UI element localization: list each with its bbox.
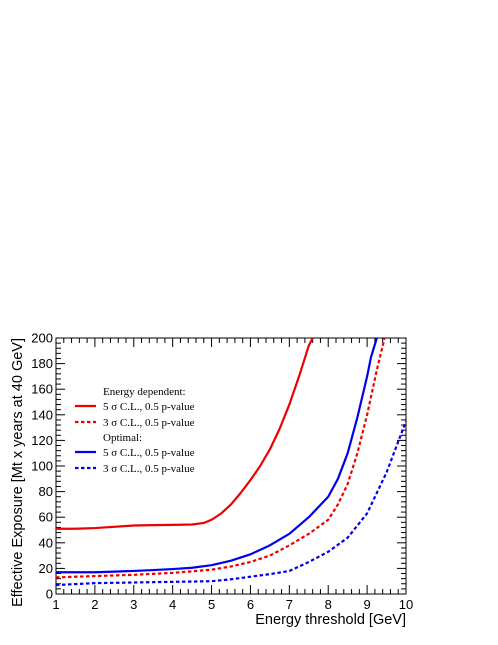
x-tick-label: 5 [208, 597, 215, 612]
y-tick-label: 200 [31, 331, 53, 346]
series-layer [56, 338, 406, 587]
x-tick-label: 9 [363, 597, 370, 612]
y-tick-label: 0 [46, 587, 53, 602]
axis-ticks [55, 337, 407, 595]
y-tick-label: 180 [31, 356, 53, 371]
x-tick-label: 2 [91, 597, 98, 612]
legend-label: 5 σ C.L., 0.5 p-value [103, 401, 195, 413]
y-tick-label: 160 [31, 382, 53, 397]
x-tick-label: 7 [286, 597, 293, 612]
legend-label: 5 σ C.L., 0.5 p-value [103, 447, 195, 459]
legend-heading: Optimal: [103, 432, 142, 444]
legend-label: 3 σ C.L., 0.5 p-value [103, 417, 195, 429]
x-tick-label: 10 [399, 597, 413, 612]
x-tick-label: 4 [169, 597, 176, 612]
y-axis-title: Effective Exposure [Mt x years at 40 GeV… [10, 338, 26, 607]
y-tick-label: 120 [31, 433, 53, 448]
series-line-0 [56, 338, 314, 530]
series-line-3 [56, 420, 406, 587]
y-tick-label: 60 [39, 510, 53, 525]
series-line-2 [56, 338, 378, 574]
legend-label: 3 σ C.L., 0.5 p-value [103, 463, 195, 475]
legend: Energy dependent: 5 σ C.L., 0.5 p-value 3 … [75, 386, 195, 475]
series-line-1 [56, 338, 386, 579]
y-tick-label: 40 [39, 535, 53, 550]
y-tick-label: 20 [39, 561, 53, 576]
x-tick-label: 1 [52, 597, 59, 612]
y-tick-label: 80 [39, 484, 53, 499]
legend-heading: Energy dependent: [103, 386, 186, 398]
x-tick-label: 6 [247, 597, 254, 612]
x-tick-label: 3 [130, 597, 137, 612]
x-tick-label: 8 [325, 597, 332, 612]
y-tick-label: 100 [31, 459, 53, 474]
y-tick-label: 140 [31, 407, 53, 422]
x-axis-title: Energy threshold [GeV] [255, 612, 406, 628]
